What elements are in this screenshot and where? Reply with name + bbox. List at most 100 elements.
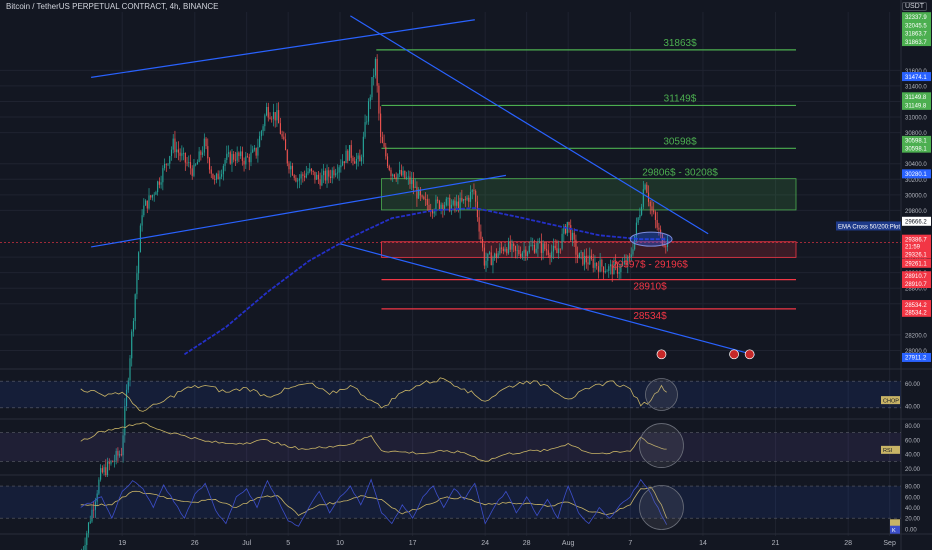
candle-body — [106, 461, 109, 475]
currency-button[interactable]: USDT — [901, 2, 927, 11]
candle-body — [654, 212, 656, 220]
candle-body — [312, 170, 314, 172]
candle-body — [333, 170, 335, 176]
candle-body — [478, 217, 480, 232]
candle-body — [528, 245, 530, 253]
candle-body — [469, 191, 472, 202]
candle-body — [359, 155, 361, 162]
candle-body — [98, 479, 100, 494]
candle-body — [627, 256, 629, 266]
candle-body — [323, 170, 325, 176]
candle-body — [132, 321, 135, 332]
highlight-circle — [645, 378, 678, 411]
candle-body — [423, 196, 425, 200]
candle-body — [177, 149, 179, 153]
candle-body — [120, 454, 122, 456]
candle-body — [345, 150, 347, 164]
chop-value-tag-bg — [881, 396, 900, 405]
candle-body — [374, 58, 376, 76]
candle-body — [347, 150, 349, 161]
candle-body — [165, 163, 167, 165]
price-tag-label: 28910.7 — [905, 274, 927, 280]
candle-body — [127, 380, 129, 390]
candle-body — [615, 262, 617, 264]
candle-body — [613, 262, 615, 275]
candle-body — [134, 294, 136, 322]
candle-body — [592, 258, 594, 268]
candle-body — [257, 147, 259, 156]
candle-body — [532, 244, 534, 246]
candle-body — [497, 253, 499, 259]
candle-body — [376, 58, 378, 86]
candle-body — [589, 255, 591, 265]
candle-body — [316, 174, 318, 180]
price-tag-bg — [902, 28, 931, 38]
candle-body — [608, 266, 610, 271]
x-tick-label: Sep — [883, 540, 896, 547]
price-tag-label: 32045.5 — [905, 24, 927, 30]
candle-body — [364, 122, 366, 137]
candle-body — [558, 248, 560, 254]
candle-body — [414, 186, 416, 188]
candle-body — [326, 170, 328, 181]
candle-body — [578, 252, 580, 259]
y-tick-label: 31600.0 — [905, 69, 927, 75]
price-tag-bg — [902, 249, 931, 259]
candle-body — [262, 126, 264, 132]
price-tag-label: 32337.9 — [905, 15, 927, 21]
candle-body — [385, 146, 387, 157]
candle-body — [288, 163, 290, 170]
candle-body — [281, 133, 283, 137]
price-tag-bg — [902, 307, 931, 317]
chop-band-fill — [0, 381, 901, 408]
candle-body — [119, 454, 121, 456]
candle-body — [644, 184, 646, 190]
candle-body — [169, 156, 171, 164]
candle-body — [155, 192, 157, 195]
candle-body — [260, 131, 262, 137]
x-tick-label: Aug — [562, 540, 575, 547]
event-icon — [729, 349, 739, 360]
candle-body — [431, 210, 434, 214]
candle-body — [314, 171, 316, 180]
level-label: 31149$ — [664, 93, 697, 104]
resistance-zone — [381, 178, 797, 211]
trendline — [91, 174, 507, 248]
symbol-title[interactable]: Bitcoin / TetherUS PERPETUAL CONTRACT, 4… — [6, 2, 219, 11]
y-tick-label: 28000.0 — [905, 349, 927, 355]
candle-body — [200, 151, 202, 155]
candle-body — [342, 161, 344, 166]
x-tick-label: Jul — [242, 540, 251, 547]
candle-body — [501, 247, 503, 249]
candle-body — [143, 205, 145, 216]
candle-body — [222, 165, 224, 175]
candle-body — [509, 241, 511, 250]
candle-body — [535, 248, 537, 253]
price-tag-label: 29386.7 — [905, 237, 927, 243]
x-tick-label: 14 — [699, 540, 707, 547]
candle-body — [215, 173, 217, 180]
price-tag-bg — [902, 271, 931, 281]
candle-body — [238, 152, 240, 157]
x-tick-label: 28 — [844, 540, 852, 547]
level-label: 30598$ — [663, 136, 697, 147]
candle-body — [208, 158, 211, 170]
candle-body — [101, 468, 103, 473]
candle-body — [172, 138, 174, 150]
price-tag-bg — [902, 72, 931, 82]
candle-body — [630, 254, 632, 258]
candle-body — [440, 204, 442, 210]
candle-body — [217, 173, 219, 180]
ema-cross-label: EMA Cross 50/200:Plot — [838, 224, 900, 230]
candle-body — [264, 115, 266, 127]
candle-body — [174, 138, 176, 153]
candle-body — [328, 170, 330, 177]
candles — [81, 54, 669, 550]
candle-body — [297, 180, 299, 182]
candle-body — [642, 189, 644, 207]
candle-body — [433, 211, 435, 214]
candle-body — [426, 199, 428, 205]
candle-body — [466, 197, 468, 200]
candle-body — [635, 222, 637, 236]
